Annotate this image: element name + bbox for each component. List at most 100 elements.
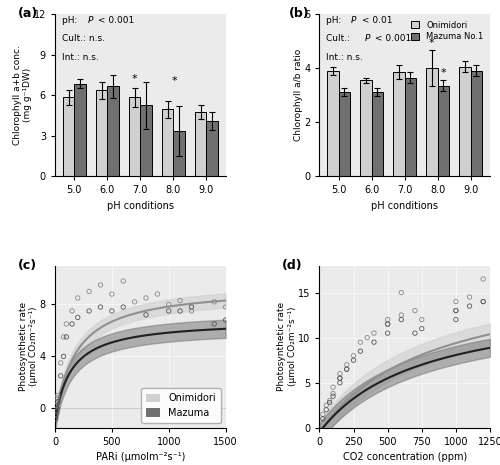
Point [418, 316, 426, 323]
Point [356, 339, 364, 346]
Point [466, 293, 473, 301]
Point [210, 320, 218, 328]
Point [336, 374, 344, 382]
Text: Cult.: n.s.: Cult.: n.s. [62, 34, 105, 43]
Bar [140, 105, 152, 176]
Point [479, 298, 487, 306]
Text: P: P [351, 15, 356, 25]
Point [329, 384, 337, 391]
Point [142, 311, 150, 319]
Text: P: P [364, 34, 370, 43]
Point [52, 415, 60, 422]
Text: pH:: pH: [62, 15, 80, 25]
Point [222, 303, 230, 311]
X-axis label: pH conditions: pH conditions [371, 201, 438, 211]
Point [322, 406, 330, 413]
Bar [404, 78, 416, 176]
Bar [108, 86, 119, 176]
Point [142, 294, 150, 302]
Bar [162, 109, 173, 176]
Bar [426, 68, 438, 176]
Point [350, 357, 358, 364]
Point [319, 415, 327, 423]
Bar [470, 71, 482, 176]
Point [329, 390, 337, 397]
Point [329, 392, 337, 400]
Bar [96, 90, 108, 176]
Point [384, 320, 392, 328]
Bar [74, 84, 86, 176]
Point [96, 281, 104, 289]
Point [54, 405, 62, 412]
Text: (d): (d) [282, 259, 302, 272]
Point [319, 411, 327, 418]
Point [342, 365, 350, 373]
Text: Cult.:: Cult.: [326, 34, 353, 43]
Point [96, 303, 104, 311]
Point [479, 298, 487, 306]
Point [119, 277, 127, 285]
Text: (c): (c) [18, 259, 36, 272]
Point [52, 402, 60, 410]
Legend: Onimidori, Mazuma: Onimidori, Mazuma [141, 388, 220, 423]
Point [363, 334, 371, 341]
Point [356, 347, 364, 355]
Text: *: * [172, 76, 178, 86]
Point [326, 399, 334, 406]
Point [336, 374, 344, 382]
Point [479, 275, 487, 283]
Bar [338, 93, 350, 176]
Point [326, 397, 334, 405]
Point [52, 408, 60, 416]
Y-axis label: Photosynthetic rate
(μmol CO₂m⁻²s⁻¹): Photosynthetic rate (μmol CO₂m⁻²s⁻¹) [277, 302, 296, 391]
Point [452, 298, 460, 306]
Point [54, 394, 62, 402]
Y-axis label: Chlorophyll a+b conc.
(mg g⁻¹DW): Chlorophyll a+b conc. (mg g⁻¹DW) [13, 45, 32, 145]
Point [154, 290, 162, 298]
Point [108, 307, 116, 315]
Point [452, 307, 460, 314]
Y-axis label: Photosynthetic rate
(μmol CO₂m⁻²s⁻¹): Photosynthetic rate (μmol CO₂m⁻²s⁻¹) [19, 302, 38, 391]
Point [119, 303, 127, 311]
Point [85, 307, 93, 315]
Point [68, 307, 76, 315]
Point [52, 411, 60, 418]
Point [398, 312, 406, 319]
Point [130, 298, 138, 306]
Bar [206, 121, 218, 176]
Point [74, 294, 82, 302]
Point [418, 325, 426, 332]
Point [342, 365, 350, 373]
X-axis label: pH conditions: pH conditions [107, 201, 174, 211]
Point [68, 320, 76, 328]
Point [54, 398, 62, 405]
Point [342, 361, 350, 368]
Bar [459, 66, 470, 176]
Point [466, 302, 473, 310]
Bar [360, 80, 372, 176]
Text: (a): (a) [18, 7, 38, 20]
Text: < 0.01: < 0.01 [358, 15, 392, 25]
X-axis label: PARi (μmolm⁻²s⁻¹): PARi (μmolm⁻²s⁻¹) [96, 452, 185, 462]
Point [222, 316, 230, 324]
Text: (b): (b) [288, 7, 310, 20]
Point [56, 372, 64, 379]
Y-axis label: Chlorophyll a/b ratio: Chlorophyll a/b ratio [294, 49, 302, 141]
Point [452, 316, 460, 323]
Point [176, 307, 184, 315]
Point [52, 411, 60, 418]
Bar [63, 97, 74, 176]
Point [370, 339, 378, 346]
Text: *: * [429, 38, 434, 48]
Bar [128, 97, 140, 176]
Point [336, 379, 344, 386]
Point [108, 290, 116, 298]
Point [384, 329, 392, 337]
Point [176, 297, 184, 304]
Point [62, 333, 70, 341]
Point [60, 333, 68, 341]
Bar [327, 71, 338, 176]
X-axis label: CO2 concentration (ppm): CO2 concentration (ppm) [342, 452, 467, 462]
Point [210, 298, 218, 306]
Point [322, 402, 330, 409]
